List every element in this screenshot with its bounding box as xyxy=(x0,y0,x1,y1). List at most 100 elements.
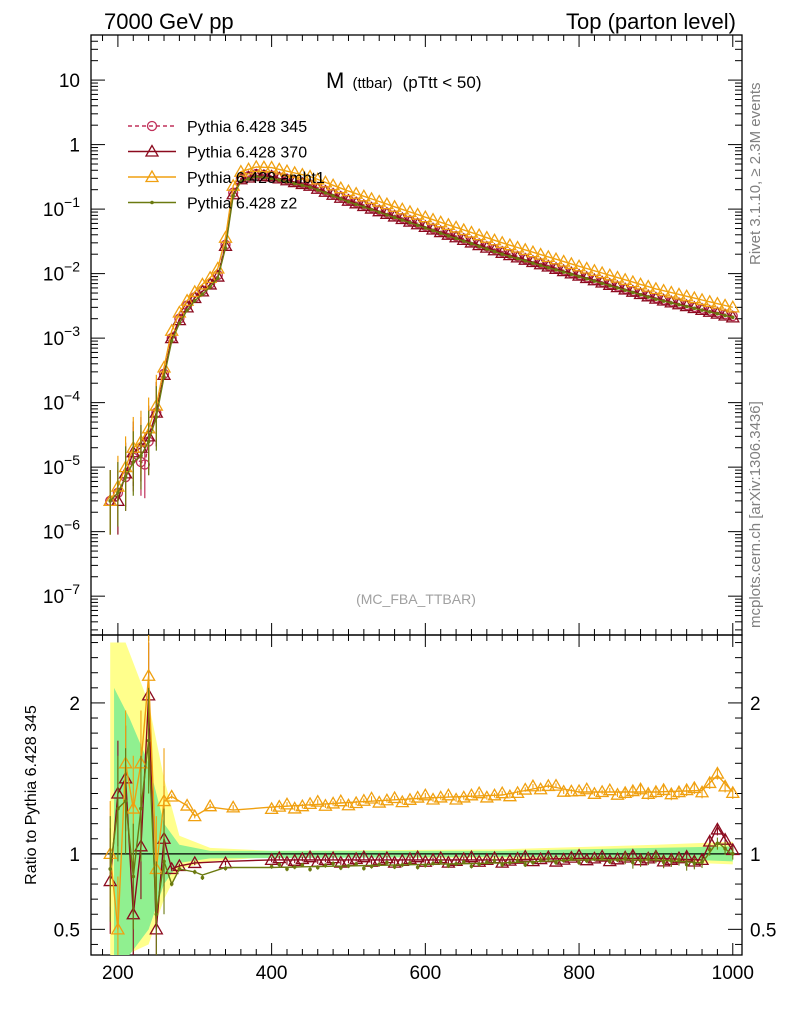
ratio-data-point xyxy=(346,864,351,868)
ratio-data-point xyxy=(177,867,182,871)
main-data-point xyxy=(402,204,418,218)
main-data-point xyxy=(300,183,305,188)
ratio-data-point xyxy=(310,794,325,807)
main-data-point xyxy=(715,311,720,316)
main-data-point xyxy=(156,360,172,373)
main-data-point xyxy=(664,285,679,298)
main-data-point xyxy=(569,272,574,277)
ratio-data-point xyxy=(179,798,195,811)
main-data-point xyxy=(564,266,579,279)
ratio-data-point xyxy=(315,865,320,870)
ratio-data-point xyxy=(715,841,720,846)
y-tick-label: 10−4 xyxy=(43,388,80,415)
ratio-data-point xyxy=(508,860,512,865)
ratio-data-point xyxy=(418,787,433,801)
main-data-point xyxy=(216,276,220,280)
ratio-data-point xyxy=(356,849,371,863)
main-data-point xyxy=(541,259,556,272)
main-data-point xyxy=(356,198,371,212)
main-data-point xyxy=(631,290,635,295)
main-series-3 xyxy=(108,174,735,535)
main-data-point xyxy=(707,310,712,314)
rivet-side-label: Rivet 3.1.10, ≥ 2.3M events xyxy=(747,83,764,266)
axis-ticks: 200 400 600 800 100010110−110−210−310−410−51… xyxy=(43,34,776,984)
main-data-point xyxy=(146,439,151,444)
main-data-point xyxy=(264,169,279,182)
main-data-point xyxy=(638,292,643,297)
main-data-point xyxy=(554,268,558,272)
main-data-point xyxy=(525,254,541,268)
main-data-point xyxy=(195,277,210,290)
main-data-point xyxy=(479,230,494,243)
uncertainty-band-inner xyxy=(114,687,733,955)
ratio-data-point xyxy=(377,862,382,867)
main-data-point xyxy=(287,174,302,188)
main-data-point xyxy=(518,242,533,256)
main-data-point xyxy=(249,159,264,173)
main-data-point xyxy=(725,300,740,313)
main-data-point xyxy=(594,265,610,279)
main-data-point xyxy=(487,232,502,246)
main-data-point xyxy=(441,217,456,231)
ratio-data-point xyxy=(500,862,504,867)
main-data-point xyxy=(433,214,448,228)
ratio-data-point xyxy=(431,861,435,866)
ratio-data-point xyxy=(279,797,295,810)
legend-entry: Pythia 6.428 345 xyxy=(128,119,307,136)
main-data-point xyxy=(139,459,150,470)
legend-label: Pythia 6.428 z2 xyxy=(187,196,297,213)
main-data-point xyxy=(418,209,433,223)
ratio-data-point xyxy=(531,860,535,865)
ratio-data-point xyxy=(187,808,202,822)
ratio-data-point xyxy=(710,822,725,835)
main-data-point xyxy=(369,207,374,212)
main-data-point xyxy=(679,288,694,302)
main-data-point xyxy=(279,163,295,177)
main-data-point xyxy=(510,250,525,263)
main-data-point xyxy=(325,177,341,191)
main-data-point xyxy=(285,180,289,184)
ratio-data-point xyxy=(515,858,520,863)
main-data-point xyxy=(684,304,689,309)
ratio-data-point xyxy=(677,857,681,862)
main-data-point xyxy=(131,460,136,464)
main-data-point xyxy=(203,270,218,283)
ratio-data-point xyxy=(200,875,205,880)
ratio-y-tick-label-right: 1 xyxy=(750,845,761,866)
ratio-data-point xyxy=(656,782,671,796)
main-data-point xyxy=(425,212,441,225)
main-data-point xyxy=(623,288,627,292)
main-data-point xyxy=(661,299,666,303)
main-data-point xyxy=(315,188,320,192)
ratio-data-point xyxy=(226,800,241,813)
ratio-data-point xyxy=(141,668,156,681)
ratio-y-tick-label-right: 0.5 xyxy=(750,920,776,941)
ratio-data-point xyxy=(126,801,141,814)
main-data-point xyxy=(556,254,571,267)
main-data-point xyxy=(687,290,702,304)
main-data-point xyxy=(579,261,594,274)
main-data-point xyxy=(431,228,435,233)
main-data-point xyxy=(702,294,717,307)
ratio-data-point xyxy=(223,866,228,871)
ratio-data-point xyxy=(492,858,497,863)
y-tick-label: 10 xyxy=(59,71,80,92)
main-title-symbol: M xyxy=(326,68,344,93)
main-data-point xyxy=(323,191,328,195)
main-data-point xyxy=(402,214,418,227)
ratio-data-point xyxy=(623,856,627,860)
ratio-data-point xyxy=(661,860,666,865)
ratio-data-point xyxy=(602,782,617,796)
y-tick-label-base: 10 xyxy=(43,394,64,415)
main-data-point xyxy=(633,277,648,290)
main-data-point xyxy=(615,286,620,290)
ratio-data-point xyxy=(472,785,487,799)
ratio-series-2 xyxy=(108,687,735,955)
main-data-point xyxy=(469,241,474,246)
main-data-point xyxy=(226,178,241,191)
y-tick-label: 10−3 xyxy=(43,323,80,350)
y-tick-label-base: 10 xyxy=(43,329,64,350)
ratio-data-point xyxy=(354,862,358,866)
main-data-point xyxy=(116,491,120,495)
